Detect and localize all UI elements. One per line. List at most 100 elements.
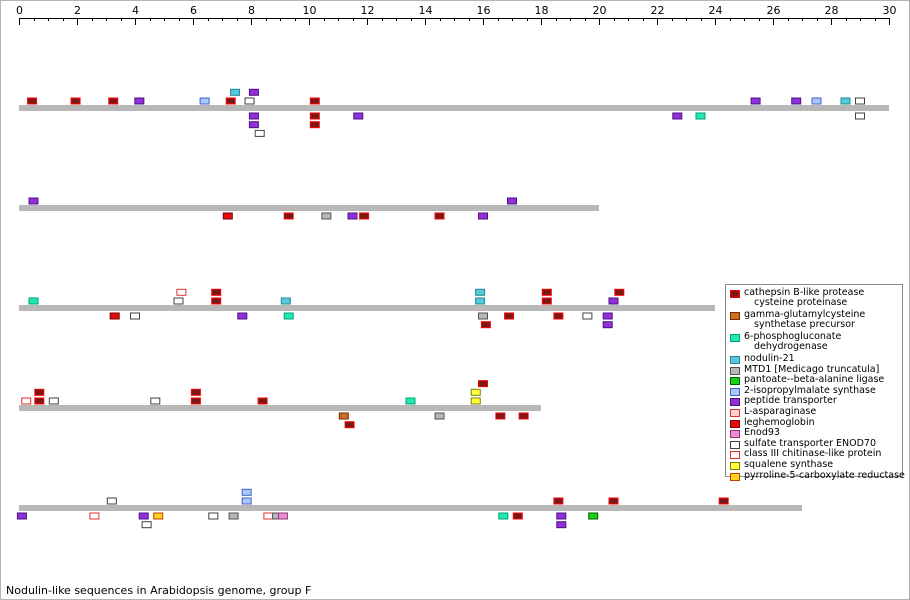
legend-label: pyrroline-5-carboxylate reductase	[744, 469, 905, 481]
figure-caption: Nodulin-like sequences in Arabidopsis ge…	[6, 584, 312, 597]
gene-marker-sulfate	[173, 297, 184, 305]
gene-marker-cathepsin	[309, 112, 320, 120]
gene-marker-mtd1	[321, 212, 332, 220]
chromosome-bar	[19, 405, 541, 411]
legend-label-continuation: synthetase precursor	[754, 319, 855, 330]
gene-marker-peptide	[602, 321, 613, 329]
chromosome-bar	[19, 105, 889, 111]
gene-marker-peptide	[138, 512, 149, 520]
gene-marker-peptide	[608, 297, 619, 305]
gene-marker-sulfate	[855, 97, 865, 105]
gene-marker-chitinase	[89, 512, 100, 520]
gene-marker-nod21	[475, 288, 486, 296]
axis-tick-label: 20	[593, 4, 607, 17]
gene-marker-chitinase	[21, 397, 32, 405]
gene-marker-peptide	[347, 212, 358, 220]
gene-marker-cathepsin	[34, 397, 45, 405]
gene-marker-pgd	[283, 312, 294, 320]
gene-marker-peptide	[750, 97, 761, 105]
legend-label: peptide transporter	[744, 395, 837, 407]
legend-swatch	[730, 451, 740, 460]
gene-marker-pgd	[28, 297, 39, 305]
gene-marker-peptide	[28, 197, 39, 205]
gene-marker-cathepsin	[27, 97, 38, 105]
legend-swatch	[730, 387, 740, 396]
gene-marker-peptide	[134, 97, 145, 105]
gene-marker-peptide	[248, 112, 259, 120]
gene-marker-cathepsin	[225, 97, 236, 105]
gene-marker-sulfate	[141, 521, 152, 529]
gene-marker-sulfate	[208, 512, 219, 520]
gene-marker-peptide	[248, 88, 259, 96]
gene-marker-cathepsin	[614, 288, 625, 296]
legend-swatch	[730, 312, 740, 320]
legend-swatch	[730, 290, 740, 298]
gene-marker-ipms	[199, 97, 210, 105]
gene-marker-cathepsin	[190, 397, 201, 405]
gene-marker-chitinase	[176, 288, 187, 296]
axis-tick-label: 28	[825, 4, 839, 17]
gene-marker-nod21	[475, 297, 486, 305]
gene-marker-peptide	[237, 312, 248, 320]
gene-marker-cathepsin	[518, 412, 529, 420]
gene-marker-leghemoglobin	[222, 212, 233, 220]
legend-label: sulfate transporter ENOD70	[744, 437, 877, 449]
gene-marker-cathepsin	[495, 412, 506, 420]
gene-marker-cathepsin	[211, 288, 222, 296]
legend-label: squalene synthase	[744, 459, 834, 470]
gene-marker-mtd1	[434, 412, 445, 420]
legend-label: leghemoglobin	[744, 416, 815, 428]
gene-marker-cathepsin	[257, 397, 268, 405]
legend-label: gamma-glutamylcysteine	[744, 309, 866, 320]
legend-swatch	[730, 462, 740, 470]
gene-marker-cathepsin	[541, 288, 552, 296]
gene-marker-sulfate	[130, 312, 140, 320]
legend-label: 2-isopropylmalate synthase	[744, 384, 876, 396]
legend-swatch	[730, 472, 740, 481]
gene-marker-cathepsin	[108, 97, 119, 105]
gene-marker-ggcs	[338, 412, 349, 420]
legend-label: cathepsin B-like protease	[744, 287, 865, 298]
legend-swatch	[730, 440, 740, 449]
legend-label-continuation: cysteine proteinase	[754, 297, 848, 308]
gene-marker-sulfate	[244, 97, 255, 105]
gene-marker-cathepsin	[344, 421, 355, 429]
gene-marker-sulfate	[150, 397, 161, 405]
gene-marker-squalene	[470, 388, 481, 396]
axis-tick-label: 30	[883, 4, 897, 17]
axis-tick-label: 14	[419, 4, 433, 17]
chromosome-bar	[19, 205, 599, 211]
legend-label-continuation: dehydrogenase	[754, 341, 828, 352]
legend-swatch	[730, 377, 740, 386]
gene-marker-cathepsin	[309, 97, 320, 105]
gene-marker-cathepsin	[434, 212, 445, 220]
gene-marker-peptide	[672, 112, 683, 120]
axis-tick-label: 26	[767, 4, 781, 17]
legend-swatch	[730, 409, 740, 417]
gene-marker-nod21	[280, 297, 291, 305]
gene-marker-peptide	[602, 312, 613, 320]
legend-swatch	[730, 334, 740, 342]
legend-swatch	[730, 398, 740, 407]
legend-swatch	[730, 366, 740, 375]
gene-marker-p5cr	[153, 512, 164, 520]
gene-marker-peptide	[478, 212, 488, 220]
gene-marker-squalene	[470, 397, 481, 405]
gene-marker-peptide	[248, 121, 259, 129]
legend-label: pantoate--beta-alanine ligase	[744, 374, 885, 386]
gene-marker-cathepsin	[283, 212, 294, 220]
gene-marker-nod21	[840, 97, 851, 105]
gene-marker-pgd	[405, 397, 416, 405]
legend-label: class III chitinase-like protein	[744, 448, 882, 460]
gene-marker-mtd1	[228, 512, 239, 520]
gene-marker-cathepsin	[553, 497, 564, 505]
legend-label: 6-phosphogluconate	[744, 331, 842, 342]
gene-marker-cathepsin	[608, 497, 619, 505]
gene-marker-sulfate	[254, 129, 265, 137]
gene-marker-sulfate	[855, 112, 865, 120]
legend-swatch	[730, 419, 740, 428]
axis-tick-label: 10	[303, 4, 317, 17]
gene-marker-cathepsin	[70, 97, 81, 105]
gene-marker-peptide	[791, 97, 802, 105]
